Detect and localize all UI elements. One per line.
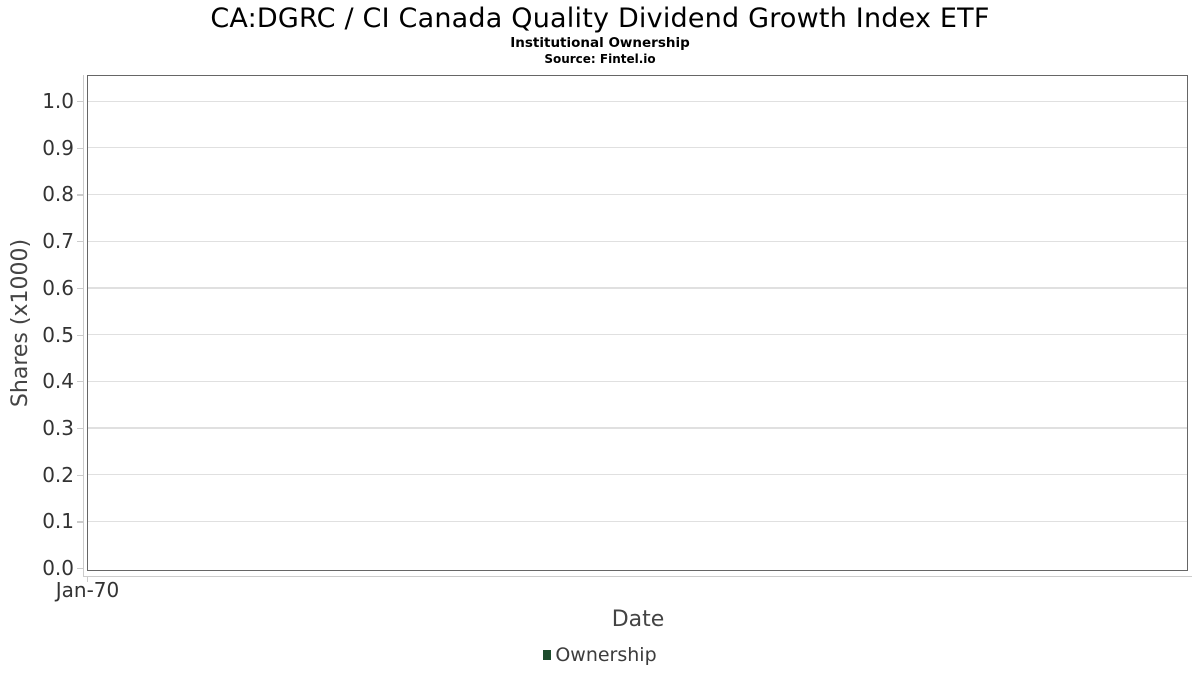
legend: Ownership (0, 644, 1200, 666)
y-tick-label: 0.4 (42, 369, 74, 394)
gridline (88, 287, 1187, 289)
gridline (88, 380, 1187, 382)
legend-item-ownership[interactable]: Ownership (543, 644, 657, 666)
y-tick-label: 0.5 (42, 322, 74, 347)
y-axis-line (83, 75, 85, 577)
x-axis-line (83, 576, 1192, 578)
gridline (88, 193, 1187, 196)
gridline (88, 147, 1187, 149)
y-axis-tick (77, 474, 83, 476)
y-axis-tick (77, 334, 83, 336)
y-axis-tick (77, 194, 83, 196)
x-axis-title: Date (611, 607, 665, 632)
y-tick-label: 0.6 (42, 275, 74, 300)
gridline (88, 474, 1187, 476)
chart-title: CA:DGRC / CI Canada Quality Dividend Gro… (210, 3, 990, 34)
legend-marker-square (543, 650, 552, 660)
gridline (88, 334, 1187, 336)
gridline (88, 520, 1187, 523)
legend-label: Ownership (555, 644, 657, 666)
y-tick-label: 0.9 (42, 135, 74, 160)
y-axis-tick (77, 568, 83, 570)
y-tick-label: 1.0 (42, 89, 74, 113)
gridline (88, 240, 1187, 242)
y-tick-label: 0.1 (42, 509, 74, 534)
y-tick-label: 0.8 (42, 182, 74, 207)
y-axis-tick (77, 287, 83, 290)
y-tick-label: 0.0 (42, 556, 74, 580)
x-tick-label: Jan-70 (55, 578, 120, 602)
y-axis-tick (77, 381, 83, 383)
y-axis-tick (77, 101, 83, 103)
y-tick-label: 0.3 (42, 415, 74, 440)
y-axis-tick (77, 147, 83, 149)
y-tick-label: 0.7 (42, 229, 74, 254)
gridline (88, 427, 1187, 429)
y-axis-tick (77, 521, 83, 523)
y-axis-tick (77, 241, 83, 243)
y-axis-tick (77, 427, 83, 430)
plot-area (87, 75, 1188, 571)
x-axis-tick (87, 576, 89, 582)
chart-subtitle: Institutional Ownership (510, 35, 690, 51)
gridline (88, 100, 1187, 102)
y-tick-label: 0.2 (42, 462, 74, 487)
chart-source: Source: Fintel.io (544, 52, 656, 66)
